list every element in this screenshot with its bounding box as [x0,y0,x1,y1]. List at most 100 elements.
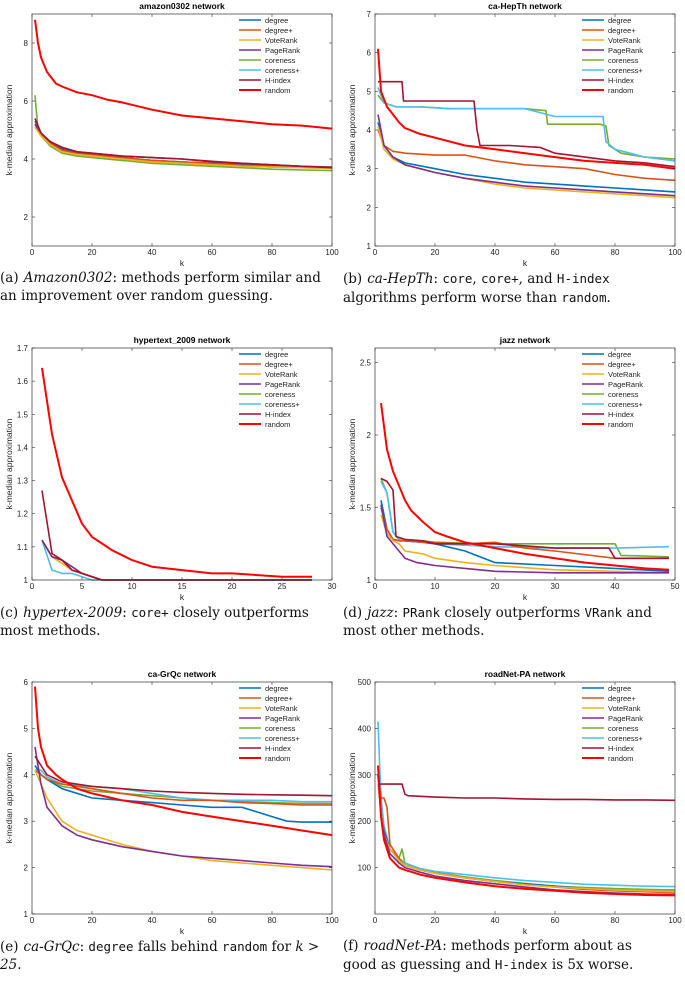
chart-title: amazon0302 network [139,1,225,11]
caption-text: random [561,289,607,305]
panel-jazz: jazz network 0 10 20 30 40 50 1 1.5 2 2.5 k k-median… [343,334,685,668]
series-line-degree [34,769,332,806]
legend-label-voterank: VoteRank [265,704,298,713]
x-tick-label: 100 [325,916,339,925]
legend-label-degree: degree+ [608,694,636,703]
caption-text: closely outperforms [440,605,585,621]
x-tick-label: 10 [431,582,440,591]
y-tick-label: 5 [24,724,29,733]
legend-label-pagerank: PageRank [608,380,643,389]
series-line-degree [377,129,676,182]
caption-text: degree [88,939,134,954]
legend: degreedegree+VoteRankPageRankcorenesscor… [582,684,643,763]
legend-label-coreness: coreness+ [608,734,643,743]
series-line-h-index [34,755,333,797]
legend-label-random: random [608,86,633,95]
caption-text: core+ [131,605,169,620]
x-tick-label: 60 [551,248,560,257]
x-tick-label: 30 [328,582,337,591]
y-tick-label: 1.4 [17,443,29,452]
series-line-degree [380,507,669,560]
x-tick-label: 60 [208,248,217,257]
caption-text: core [442,271,473,286]
series-line-random [377,48,676,170]
caption-text: H-index [494,956,548,972]
series-line-voterank [380,514,670,574]
y-tick-label: 1.3 [17,477,29,486]
x-tick-label: 5 [80,582,85,591]
x-tick-label: 20 [228,582,237,591]
caption-label: (d) [343,605,363,621]
x-tick-label: 0 [373,582,378,591]
caption-text: : methods perform about as good as guess… [343,938,632,973]
x-tick-label: 0 [30,916,35,925]
y-tick-label: 1 [367,242,372,251]
y-tick-label: 200 [358,817,372,826]
caption-b: (b) ca-HepTh: core, core+, and H-index al… [343,270,665,307]
legend-label-pagerank: PageRank [265,380,300,389]
series-line-coreness [377,721,676,888]
chart-ca-grqc: ca-GrQc network 0 20 40 60 80 100 1 2 3 4 5 6 k k-medi… [4,669,339,936]
legend-label-random: random [265,86,290,95]
caption-text: random [222,939,268,954]
legend-label-degree: degree [265,684,288,693]
y-tick-label: 1 [24,576,29,585]
chart-title: hypertext_2009 network [134,335,231,345]
y-tick-label: 1 [367,576,372,585]
legend-label-coreness: coreness+ [265,66,300,75]
series-line-random [377,765,676,897]
series-line-random [34,686,333,837]
legend-label-h-index: H-index [265,410,291,419]
y-axis-label: k-median approximation [347,84,357,175]
x-axis-label: k [180,258,185,268]
panel-amazon0302: amazon0302 network 0 20 40 60 80 100 2 4 6 8 k k-med… [0,0,342,334]
caption-text: : methods perform similar and an improve… [0,270,321,304]
series-line-h-index [378,783,676,802]
x-axis-label: k [180,592,185,602]
series-group [377,721,676,897]
legend-label-random: random [265,420,290,429]
chart-ca-hepth: ca-HepTh network 0 20 40 60 80 100 1 2 3 4 5 6 7 k k-me… [347,1,682,268]
x-tick-label: 30 [551,582,560,591]
y-tick-label: 1.5 [360,504,372,513]
x-tick-label: 60 [551,916,560,925]
caption-text: hypertex-2009 [23,605,123,621]
x-tick-label: 80 [268,916,277,925]
y-tick-label: 3 [367,165,372,174]
caption-text: algorithms perform worse than [343,289,562,306]
x-tick-label: 60 [208,916,217,925]
series-group [34,19,333,172]
legend-label-voterank: VoteRank [265,36,298,45]
series-group [380,402,670,574]
legend-label-h-index: H-index [265,744,291,753]
legend-label-pagerank: PageRank [265,46,300,55]
legend-label-random: random [608,420,633,429]
series-line-degree [34,765,332,823]
legend-label-h-index: H-index [608,76,634,85]
x-tick-label: 0 [373,916,378,925]
y-tick-label: 500 [358,678,372,687]
legend-label-coreness: coreness+ [608,66,643,75]
x-axis-label: k [523,592,528,602]
x-tick-label: 20 [431,916,440,925]
y-tick-label: 8 [24,39,29,48]
caption-text: ca-HepTh [367,271,434,287]
legend-label-h-index: H-index [265,76,291,85]
legend-label-pagerank: PageRank [608,46,643,55]
series-line-voterank [34,769,333,871]
legend-label-pagerank: PageRank [608,714,643,723]
x-axis-label: k [523,258,528,268]
x-tick-label: 25 [278,582,287,591]
y-tick-label: 4 [24,155,29,164]
caption-text: : [122,605,132,621]
y-tick-label: 1 [24,910,29,919]
y-tick-label: 2 [24,864,29,873]
y-tick-label: 6 [367,49,372,58]
legend: degreedegree+VoteRankPageRankcorenesscor… [239,350,300,429]
legend: degreedegree+VoteRankPageRankcorenesscor… [239,684,300,763]
chart-title: ca-HepTh network [488,1,562,11]
caption-a: (a) Amazon0302: methods perform similar a… [0,270,322,305]
x-tick-label: 100 [668,248,682,257]
legend-label-voterank: VoteRank [265,370,298,379]
y-tick-label: 300 [358,771,372,780]
